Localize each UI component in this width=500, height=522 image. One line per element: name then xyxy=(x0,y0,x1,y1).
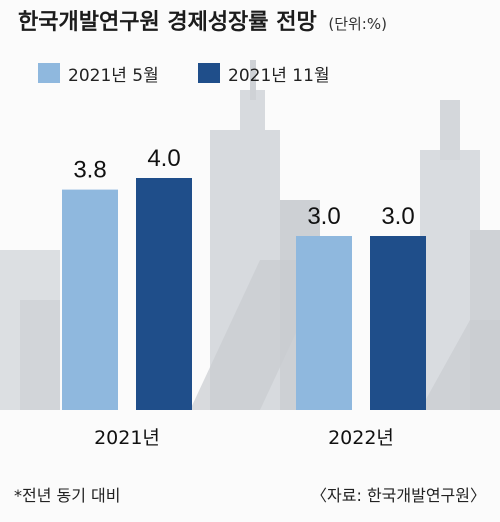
footnote: *전년 동기 대비 xyxy=(14,486,121,505)
value-label-may-2: 3.0 xyxy=(307,203,340,230)
bar-november-1 xyxy=(136,178,192,410)
source-note: 〈자료: 한국개발연구원〉 xyxy=(311,486,486,505)
bar-may-1 xyxy=(62,189,118,410)
category-labels-layer: 2021년 2022년 xyxy=(94,427,394,449)
unit-label: (단위:%) xyxy=(328,15,387,33)
legend-label-november: 2021년 11월 xyxy=(228,65,330,86)
chart-title: 한국개발연구원 경제성장률 전망 (단위:%) xyxy=(18,4,387,36)
bar-may-2 xyxy=(296,236,352,410)
bars-layer xyxy=(62,178,426,410)
value-label-november-1: 4.0 xyxy=(147,145,180,172)
chart-title-text: 한국개발연구원 경제성장률 전망 xyxy=(18,10,317,35)
category-label-1: 2021년 xyxy=(94,427,160,449)
legend-item-may: 2021년 5월 xyxy=(38,62,159,86)
value-labels-layer: 3.8 4.0 3.0 3.0 xyxy=(73,145,414,230)
legend-label-may: 2021년 5월 xyxy=(68,65,159,86)
legend-item-november: 2021년 11월 xyxy=(198,62,330,86)
bar-november-2 xyxy=(370,236,426,410)
value-label-november-2: 3.0 xyxy=(381,203,414,230)
legend-swatch-november xyxy=(198,63,220,83)
legend-swatch-may xyxy=(38,63,60,83)
value-label-may-1: 3.8 xyxy=(73,157,106,184)
category-label-2: 2022년 xyxy=(328,427,394,449)
